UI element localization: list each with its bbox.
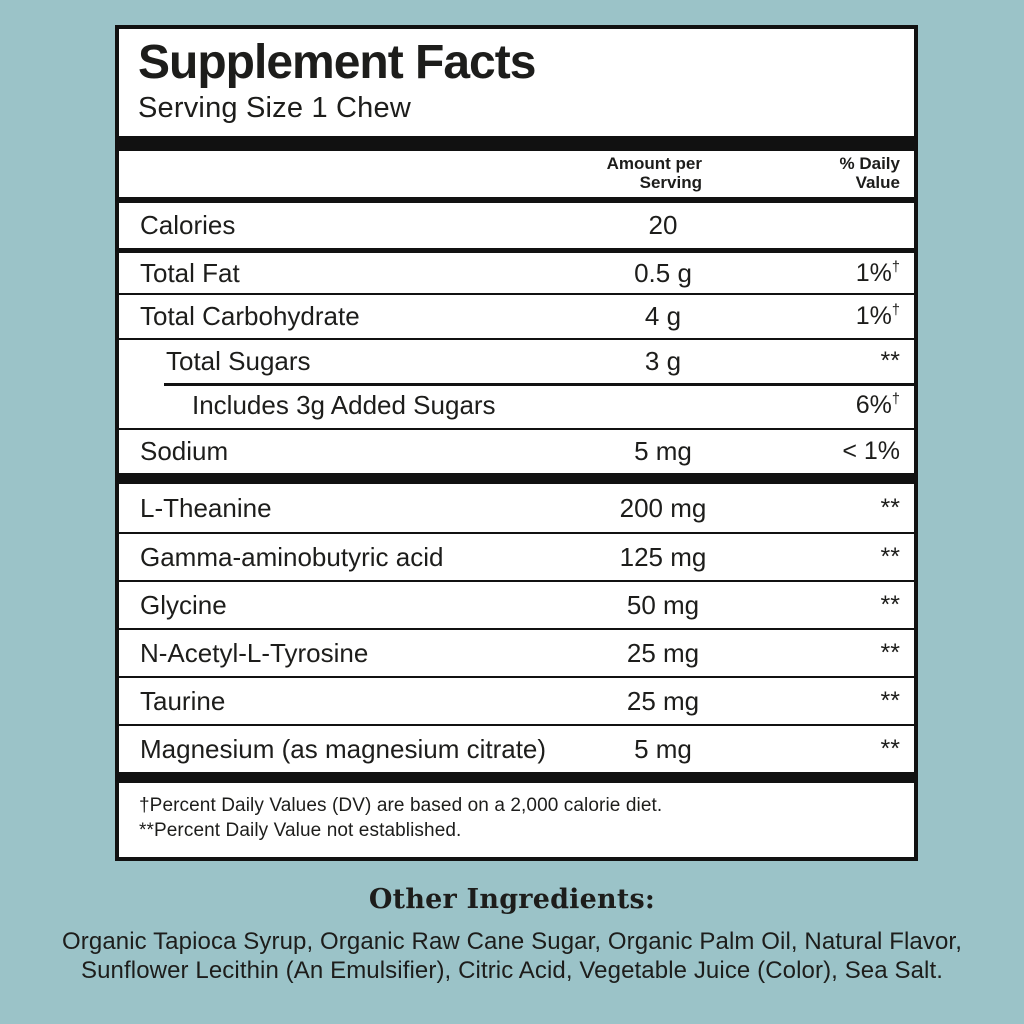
nutrient-daily-value: ** (880, 590, 900, 619)
nutrient-daily-value: ** (880, 638, 900, 667)
nutrient-name: Taurine (140, 685, 226, 716)
nutrient-name: Gamma-aminobutyric acid (140, 541, 444, 572)
table-row: L-Theanine 200 mg ** (119, 484, 914, 532)
nutrient-name: Magnesium (as magnesium citrate) (140, 733, 547, 764)
section-divider-bar (119, 473, 914, 485)
nutrient-amount: 3 g (644, 346, 682, 377)
amount-header-line2: Serving (639, 173, 702, 193)
nutrient-daily-value: ** (880, 734, 900, 763)
nutrient-amount: 5 mg (634, 733, 692, 764)
other-ingredients-line1: Organic Tapioca Syrup, Organic Raw Cane … (62, 928, 962, 955)
serving-size: Serving Size 1 Chew (138, 91, 411, 124)
daily-header-line2: Value (855, 173, 900, 193)
nutrient-name: Calories (140, 210, 236, 241)
footnote-not-established: **Percent Daily Value not established. (139, 820, 462, 842)
supplement-facts-panel: Supplement Facts Serving Size 1 Chew Amo… (115, 25, 918, 862)
nutrition-section: Calories 20 Total Fat 0.5 g 1%† Total Carbohy… (119, 203, 914, 473)
table-row: Calories 20 (119, 203, 914, 248)
nutrient-name: L-Theanine (140, 492, 272, 523)
nutrient-name: Glycine (140, 589, 227, 620)
nutrient-name: N-Acetyl-L-Tyrosine (140, 637, 369, 668)
footnote-daily-values: †Percent Daily Values (DV) are based on … (139, 795, 663, 817)
nutrient-name: Sodium (140, 436, 229, 467)
footnotes: †Percent Daily Values (DV) are based on … (119, 783, 914, 857)
dagger-marker: † (891, 302, 900, 319)
table-row: Taurine 25 mg ** (119, 676, 914, 724)
nutrient-daily-value: 6%† (855, 391, 900, 420)
nutrient-daily-value: ** (880, 686, 900, 715)
other-ingredients-text: Organic Tapioca Syrup, Organic Raw Cane … (0, 927, 1024, 985)
title-block: Supplement Facts Serving Size 1 Chew (119, 29, 914, 136)
amount-column-header: Amount per Serving (119, 154, 702, 192)
footnote-divider-bar (119, 772, 914, 784)
other-ingredients-heading: Other Ingredients: (368, 884, 656, 915)
table-row: Total Fat 0.5 g 1%† (119, 248, 914, 293)
supplement-section: L-Theanine 200 mg ** Gamma-aminobutyric aci… (119, 484, 914, 772)
dagger-marker: † (891, 259, 900, 276)
table-row: N-Acetyl-L-Tyrosine 25 mg ** (119, 628, 914, 676)
nutrient-amount: 125 mg (619, 541, 707, 572)
nutrient-amount: 25 mg (626, 685, 700, 716)
nutrient-name: Total Sugars (166, 346, 311, 377)
daily-header-line1: % Daily (839, 154, 900, 174)
nutrient-daily-value: ** (880, 347, 900, 376)
nutrient-name: Includes 3g Added Sugars (192, 390, 496, 421)
nutrient-amount: 0.5 g (634, 257, 692, 288)
table-row: Total Sugars 3 g ** (119, 338, 914, 383)
table-row: Includes 3g Added Sugars 6%† (119, 383, 914, 428)
nutrient-name: Total Fat (140, 257, 240, 288)
nutrient-amount: 200 mg (619, 492, 707, 523)
nutrient-amount: 50 mg (626, 589, 700, 620)
title-divider-bar (119, 136, 914, 152)
amount-header-line1: Amount per (606, 154, 702, 174)
nutrient-amount: 20 (648, 210, 678, 241)
table-row: Magnesium (as magnesium citrate) 5 mg ** (119, 724, 914, 772)
column-header-row: Amount per Serving % Daily Value (119, 151, 914, 204)
table-row: Total Carbohydrate 4 g 1%† (119, 293, 914, 338)
nutrient-daily-value: ** (880, 493, 900, 522)
table-row: Glycine 50 mg ** (119, 580, 914, 628)
nutrient-amount: 4 g (644, 301, 682, 332)
panel-title: Supplement Facts (138, 36, 536, 89)
dagger-marker: † (891, 391, 900, 408)
table-row: Gamma-aminobutyric acid 125 mg ** (119, 532, 914, 580)
nutrient-daily-value: 1%† (855, 258, 900, 287)
other-ingredients: Other Ingredients: Organic Tapioca Syrup… (0, 884, 1024, 985)
nutrient-daily-value: 1%† (855, 302, 900, 331)
nutrient-name: Total Carbohydrate (140, 301, 360, 332)
table-row: Sodium 5 mg < 1% (119, 428, 914, 473)
daily-value-column-header: % Daily Value (702, 154, 914, 192)
nutrient-daily-value: ** (880, 542, 900, 571)
nutrient-amount: 25 mg (626, 637, 700, 668)
other-ingredients-line2: Sunflower Lecithin (An Emulsifier), Citr… (81, 957, 943, 984)
nutrient-amount: 5 mg (634, 436, 692, 467)
nutrient-daily-value: < 1% (842, 437, 900, 466)
